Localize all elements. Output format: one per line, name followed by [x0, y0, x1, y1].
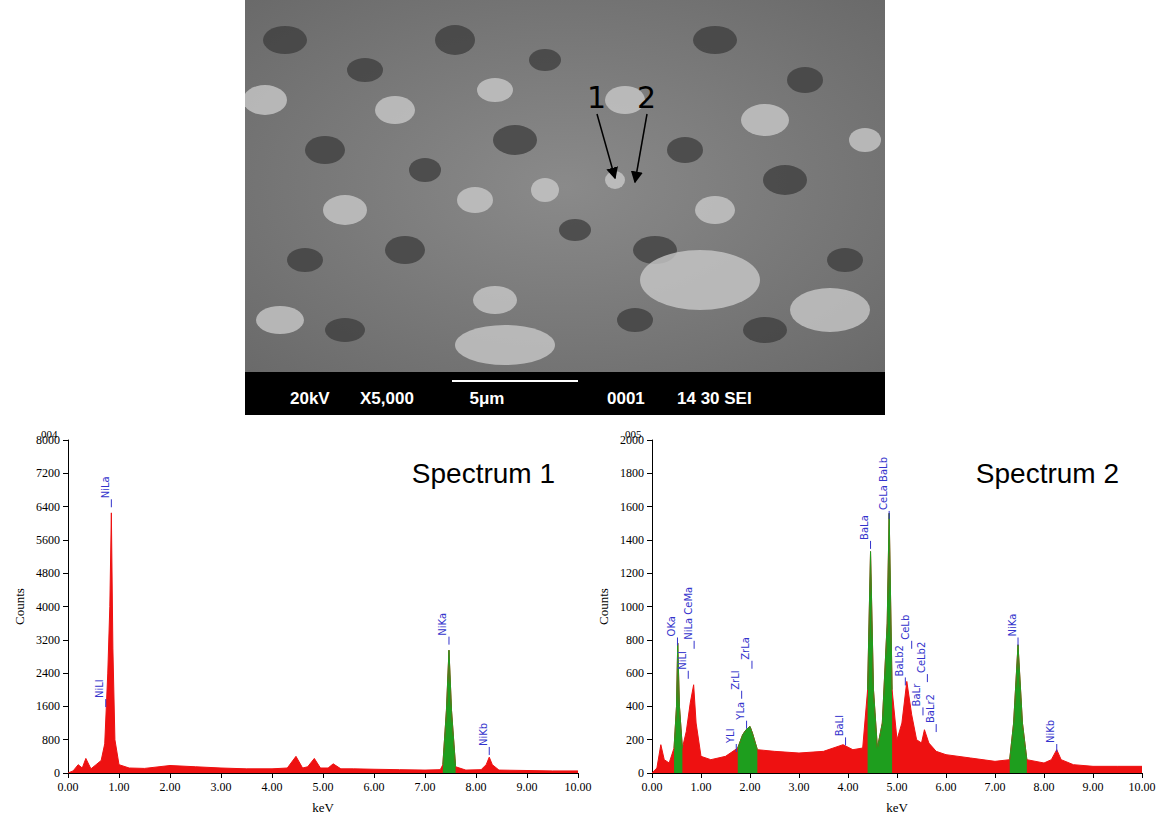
svg-text:0.00: 0.00 [642, 780, 663, 794]
svg-text:1600: 1600 [620, 500, 644, 514]
svg-text:NiKa: NiKa [437, 613, 448, 636]
svg-text:6.00: 6.00 [936, 780, 957, 794]
svg-text:3.00: 3.00 [789, 780, 810, 794]
svg-text:9.00: 9.00 [517, 780, 538, 794]
svg-text:20kV: 20kV [290, 389, 330, 408]
svg-text:BaLb2: BaLb2 [894, 645, 905, 676]
svg-text:5.00: 5.00 [313, 780, 334, 794]
svg-text:10.00: 10.00 [1129, 780, 1156, 794]
svg-text:5μm: 5μm [470, 389, 505, 408]
svg-text:8.00: 8.00 [466, 780, 487, 794]
svg-text:keV: keV [886, 800, 908, 815]
svg-text:800: 800 [42, 733, 60, 747]
svg-text:4800: 4800 [36, 566, 60, 580]
svg-text:0: 0 [54, 766, 60, 780]
svg-text:4.00: 4.00 [838, 780, 859, 794]
svg-text:BaLr: BaLr [911, 683, 922, 707]
svg-text:CeLb: CeLb [900, 615, 911, 640]
svg-text:0.00: 0.00 [58, 780, 79, 794]
svg-text:5.00: 5.00 [887, 780, 908, 794]
svg-text:8000: 8000 [36, 433, 60, 447]
svg-text:9.00: 9.00 [1083, 780, 1104, 794]
svg-text:1600: 1600 [36, 699, 60, 713]
svg-text:400: 400 [626, 699, 644, 713]
svg-text:NiLa CeMa: NiLa CeMa [683, 587, 694, 640]
svg-text:2400: 2400 [36, 666, 60, 680]
svg-text:0001: 0001 [607, 389, 645, 408]
svg-text:2: 2 [637, 80, 656, 115]
svg-text:1000: 1000 [620, 600, 644, 614]
svg-text:3.00: 3.00 [211, 780, 232, 794]
svg-text:600: 600 [626, 666, 644, 680]
svg-text:NiLl: NiLl [677, 651, 688, 670]
svg-text:1: 1 [587, 80, 606, 115]
svg-text:004: 004 [41, 428, 58, 440]
svg-text:CeLa BaLb: CeLa BaLb [878, 457, 889, 510]
svg-text:2000: 2000 [620, 433, 644, 447]
svg-text:14 30 SEI: 14 30 SEI [677, 389, 752, 408]
svg-text:1400: 1400 [620, 533, 644, 547]
svg-text:800: 800 [626, 633, 644, 647]
svg-text:BaLa: BaLa [859, 515, 870, 540]
svg-text:3200: 3200 [36, 633, 60, 647]
svg-text:1.00: 1.00 [691, 780, 712, 794]
svg-text:ZrLl: ZrLl [730, 670, 741, 689]
svg-text:7.00: 7.00 [985, 780, 1006, 794]
svg-text:005: 005 [625, 428, 642, 440]
svg-text:1200: 1200 [620, 566, 644, 580]
svg-text:CeLb2: CeLb2 [916, 642, 927, 673]
svg-text:4.00: 4.00 [262, 780, 283, 794]
svg-text:Spectrum 1: Spectrum 1 [412, 458, 555, 489]
svg-text:BaLr2: BaLr2 [925, 694, 936, 723]
svg-text:NiKa: NiKa [1007, 614, 1018, 637]
svg-text:Counts: Counts [596, 588, 611, 625]
svg-text:YLl: YLl [725, 729, 736, 744]
svg-text:2.00: 2.00 [740, 780, 761, 794]
svg-text:X5,000: X5,000 [360, 389, 414, 408]
svg-text:1800: 1800 [620, 466, 644, 480]
svg-text:keV: keV [312, 800, 334, 815]
svg-text:NiLa: NiLa [100, 476, 111, 498]
svg-text:8.00: 8.00 [1034, 780, 1055, 794]
svg-text:5600: 5600 [36, 533, 60, 547]
svg-text:ZrLa: ZrLa [740, 637, 751, 660]
svg-text:6400: 6400 [36, 500, 60, 514]
svg-text:OKa: OKa [666, 616, 677, 636]
svg-text:7.00: 7.00 [415, 780, 436, 794]
svg-text:YLa: YLa [735, 702, 746, 721]
svg-text:NiKb: NiKb [1045, 720, 1056, 743]
svg-text:4000: 4000 [36, 600, 60, 614]
svg-text:2.00: 2.00 [160, 780, 181, 794]
svg-text:10.00: 10.00 [565, 780, 592, 794]
svg-text:200: 200 [626, 733, 644, 747]
svg-text:1.00: 1.00 [109, 780, 130, 794]
svg-text:6.00: 6.00 [364, 780, 385, 794]
svg-text:7200: 7200 [36, 466, 60, 480]
svg-text:Counts: Counts [12, 588, 27, 625]
svg-text:NiLl: NiLl [94, 679, 105, 698]
svg-text:BaLl: BaLl [834, 715, 845, 736]
svg-text:0: 0 [638, 766, 644, 780]
svg-text:NiKb: NiKb [478, 723, 489, 746]
svg-text:Spectrum 2: Spectrum 2 [976, 458, 1119, 489]
